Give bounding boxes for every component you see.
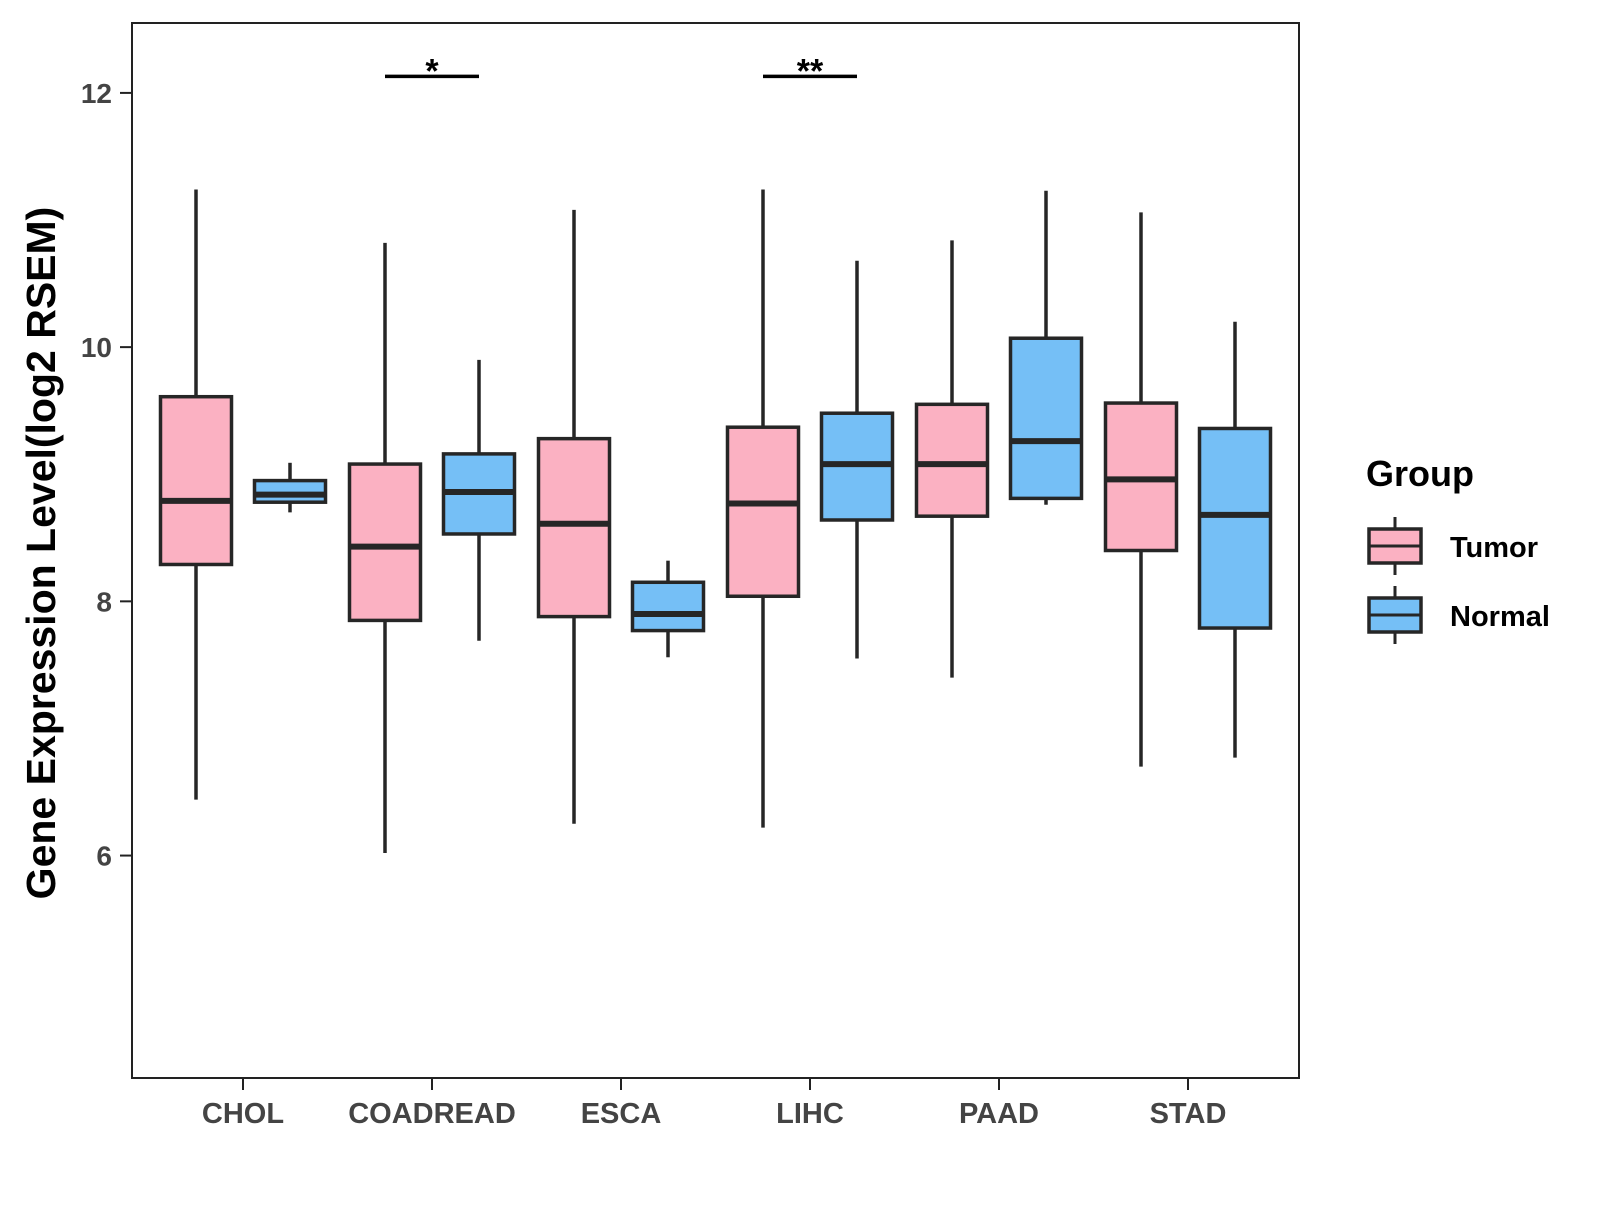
box-body	[1008, 336, 1084, 501]
box-body	[914, 402, 990, 518]
box-lihc-normal	[819, 260, 895, 659]
legend-item-normal: Normal	[1367, 586, 1550, 644]
box-body	[536, 436, 612, 619]
box-body	[347, 462, 423, 623]
legend-label: Tumor	[1450, 532, 1538, 564]
box-esca-tumor	[536, 209, 612, 824]
box-body	[252, 478, 328, 504]
y-tick-label: 6	[96, 841, 112, 872]
box-stad-tumor	[1103, 212, 1179, 767]
box-body	[158, 394, 234, 567]
box-coadread-normal	[441, 359, 517, 641]
box-paad-normal	[1008, 190, 1084, 505]
box-series	[158, 189, 1273, 854]
significance-label: *	[425, 52, 439, 90]
significance-label: **	[797, 52, 824, 90]
legend-label: Normal	[1450, 601, 1550, 633]
box-esca-normal	[630, 560, 706, 658]
x-axis: CHOL COADREAD ESCA LIHC PAAD STAD	[202, 1078, 1226, 1130]
significance-lihc: **	[763, 52, 857, 90]
x-tick-label: LIHC	[776, 1098, 844, 1130]
y-axis-label: Gene Expression Level(log2 RSEM)	[18, 207, 64, 900]
y-tick-label: 12	[81, 78, 112, 109]
x-tick-label: COADREAD	[348, 1098, 516, 1130]
box-body	[630, 580, 706, 633]
legend: Group Tumor Normal	[1366, 453, 1550, 644]
x-tick-label: STAD	[1150, 1098, 1227, 1130]
box-stad-normal	[1197, 321, 1273, 758]
legend-item-tumor: Tumor	[1367, 517, 1538, 575]
box-paad-tumor	[914, 240, 990, 678]
box-lihc-tumor	[725, 189, 801, 828]
significance-annotations: * **	[385, 52, 857, 90]
legend-title: Group	[1366, 453, 1474, 494]
box-chol-normal	[252, 462, 328, 513]
box-body	[725, 425, 801, 599]
x-tick-label: ESCA	[581, 1098, 662, 1130]
x-tick-label: CHOL	[202, 1098, 284, 1130]
significance-coadread: *	[385, 52, 479, 90]
box-chol-tumor	[158, 189, 234, 800]
y-tick-label: 8	[96, 586, 112, 617]
y-tick-label: 10	[81, 332, 112, 363]
y-axis: 6 8 10 12	[81, 78, 132, 872]
x-tick-label: PAAD	[959, 1098, 1039, 1130]
box-coadread-tumor	[347, 242, 423, 854]
box-body	[1197, 426, 1273, 630]
